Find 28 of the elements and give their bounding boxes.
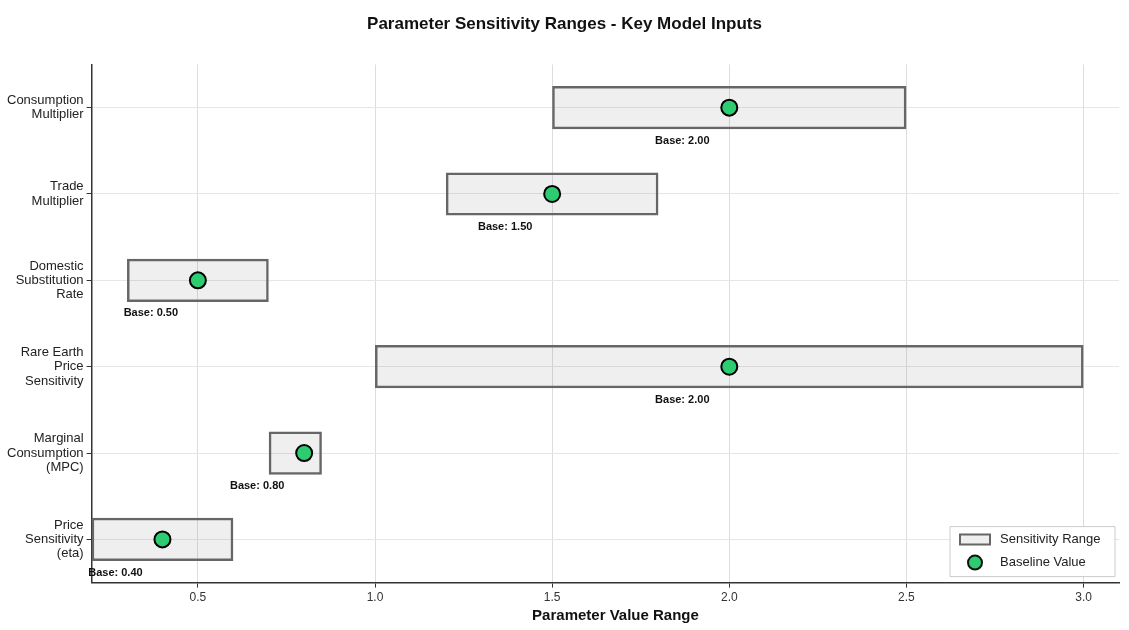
- y-tick-label: Marginal Consumption (MPC): [6, 430, 84, 474]
- y-tick-label: Trade Multiplier: [31, 178, 85, 208]
- x-tick-label: 2.0: [720, 590, 738, 605]
- bar: [552, 86, 907, 130]
- point: [720, 357, 739, 376]
- bar: [375, 345, 1084, 389]
- data-label: Base: 2.00: [655, 392, 710, 405]
- legend-label: Sensitivity Range: [1000, 531, 1101, 547]
- point: [720, 98, 739, 117]
- x-axis-title: Parameter Value Range: [531, 606, 700, 623]
- data-label: Base: 2.00: [655, 133, 710, 146]
- x-tick-label: 1.0: [366, 590, 384, 605]
- x-tick-label: 2.5: [898, 590, 916, 605]
- data-label: Base: 0.50: [123, 306, 179, 319]
- y-tick-label: Rare Earth Price Sensitivity: [20, 343, 85, 388]
- point: [543, 184, 562, 203]
- legend-label: Baseline Value: [1000, 554, 1086, 570]
- data-label: Base: 0.80: [229, 479, 285, 492]
- point: [153, 530, 172, 549]
- y-tick-label: Domestic Substitution Rate: [15, 257, 85, 302]
- point: [188, 271, 207, 290]
- x-tick-label: 1.5: [543, 590, 561, 605]
- y-tick-label: Price Sensitivity (eta): [25, 516, 85, 561]
- chart-title: Parameter Sensitivity Ranges - Key Model Inputs: [366, 14, 763, 34]
- y-tick-label: Consumption Multiplier: [6, 92, 85, 122]
- data-label: Base: 1.50: [477, 220, 533, 233]
- x-tick-label: 3.0: [1075, 590, 1093, 605]
- x-tick-label: 0.5: [189, 590, 207, 605]
